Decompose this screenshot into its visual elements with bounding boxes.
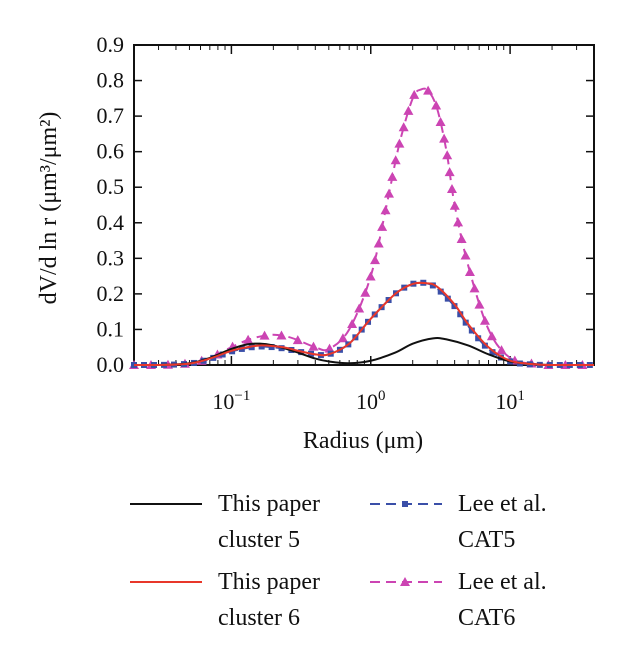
plot-area: 0.0 0.1 0.2 0.3 0.4 0.5 0.6 0.7 0.8 0.9 10−1 100 101 bbox=[97, 32, 595, 414]
marker-square bbox=[268, 344, 275, 351]
marker-triangle bbox=[453, 217, 464, 227]
marker-triangle bbox=[479, 315, 490, 325]
marker-square bbox=[468, 327, 475, 334]
marker-triangle bbox=[456, 234, 467, 244]
marker-triangle bbox=[398, 122, 409, 132]
marker-triangle bbox=[380, 205, 391, 215]
marker-square bbox=[437, 288, 444, 295]
y-tick-label: 0.1 bbox=[97, 316, 125, 341]
marker-triangle bbox=[496, 345, 507, 355]
x-tick-label: 101 bbox=[495, 388, 525, 414]
marker-triangle bbox=[387, 171, 398, 181]
marker-triangle bbox=[449, 200, 460, 210]
marker-triangle bbox=[444, 167, 455, 177]
series-line-this-paper-cluster-5 bbox=[134, 337, 594, 366]
marker-triangle bbox=[370, 255, 381, 265]
marker-triangle bbox=[460, 250, 471, 260]
marker-triangle bbox=[474, 299, 485, 309]
series-line-lee-et-al-cat6 bbox=[134, 87, 594, 366]
x-tick-label: 100 bbox=[356, 388, 386, 414]
marker-triangle bbox=[464, 266, 475, 276]
series-line-this-paper-cluster-6 bbox=[134, 281, 594, 366]
y-axis-title-text: dV/d ln r (μm³/μm²) bbox=[36, 112, 62, 305]
marker-triangle bbox=[292, 335, 303, 345]
marker-triangle bbox=[469, 283, 480, 293]
marker-square bbox=[489, 349, 496, 356]
y-tick-label: 0.9 bbox=[97, 32, 125, 57]
marker-triangle bbox=[394, 138, 405, 148]
marker-square bbox=[258, 343, 265, 350]
y-axis-title: dV/d ln r (μm³/μm²) bbox=[36, 112, 62, 305]
marker-triangle bbox=[365, 271, 376, 281]
plot-frame bbox=[133, 44, 595, 366]
x-tick-label: 10−1 bbox=[212, 388, 250, 414]
marker-triangle bbox=[486, 331, 497, 341]
marker-triangle bbox=[276, 330, 287, 340]
marker-triangle bbox=[347, 319, 358, 329]
marker-triangle bbox=[308, 341, 319, 351]
x-axis-title: Radius (μm) bbox=[303, 428, 423, 454]
marker-triangle bbox=[384, 188, 395, 198]
y-tick-label: 0.3 bbox=[97, 245, 125, 270]
marker-square bbox=[451, 303, 458, 310]
marker-triangle bbox=[439, 133, 450, 143]
marker-triangle bbox=[423, 85, 434, 95]
marker-triangle bbox=[403, 105, 414, 115]
marker-triangle bbox=[390, 155, 401, 165]
marker-square bbox=[444, 295, 451, 302]
marker-square bbox=[481, 342, 488, 349]
marker-triangle bbox=[373, 238, 384, 248]
marker-triangle bbox=[337, 333, 348, 343]
marker-triangle bbox=[377, 221, 388, 231]
y-tick-label: 0.2 bbox=[97, 281, 125, 306]
y-tick-label: 0.7 bbox=[97, 103, 125, 128]
marker-triangle bbox=[360, 287, 371, 297]
marker-square bbox=[475, 335, 482, 342]
y-tick-label: 0.4 bbox=[97, 210, 125, 235]
y-tick-label: 0.0 bbox=[97, 352, 125, 377]
y-tick-label: 0.5 bbox=[97, 174, 125, 199]
marker-triangle bbox=[324, 343, 335, 353]
marker-triangle bbox=[431, 100, 442, 110]
marker-triangle bbox=[446, 183, 457, 193]
marker-triangle bbox=[435, 116, 446, 126]
y-tick-label: 0.6 bbox=[97, 139, 125, 164]
marker-square bbox=[462, 319, 469, 326]
marker-triangle bbox=[259, 330, 270, 340]
marker-square bbox=[497, 354, 504, 361]
marker-triangle bbox=[409, 89, 420, 99]
y-tick-label: 0.8 bbox=[97, 68, 125, 93]
marker-triangle bbox=[243, 334, 254, 344]
marker-triangle bbox=[442, 150, 453, 160]
marker-triangle bbox=[354, 303, 365, 313]
